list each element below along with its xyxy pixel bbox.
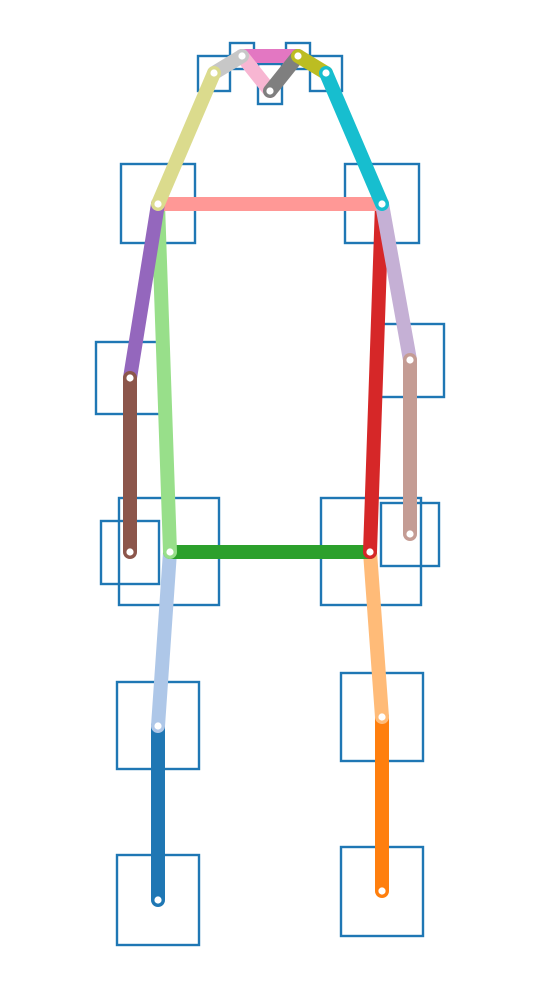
joint-left-ear: [322, 69, 330, 77]
keypoint-box-right-ear: [196, 54, 232, 93]
joint-right-elbow: [126, 374, 134, 382]
bone-left-knee-to-left-hip: [363, 545, 389, 724]
bone-right-ear-to-right-shoulder: [151, 66, 221, 211]
joint-left-eye: [294, 52, 302, 60]
joint-right-ankle: [154, 896, 162, 904]
bone-left-shoulder-to-left-hip: [363, 197, 389, 559]
joint-left-elbow: [406, 356, 414, 364]
bone-right-shoulder-to-right-elbow: [123, 197, 165, 385]
joint-right-ear: [210, 69, 218, 77]
bone-nose-to-left-eye: [263, 49, 305, 98]
keypoint-joints: [126, 52, 414, 904]
joint-left-knee: [378, 713, 386, 721]
joint-left-shoulder: [378, 200, 386, 208]
joint-nose: [266, 87, 274, 95]
bone-nose-to-right-eye: [235, 49, 277, 98]
keypoint-box-left-ear: [308, 54, 344, 93]
joint-right-eye: [238, 52, 246, 60]
bone-right-knee-to-right-hip: [151, 545, 177, 733]
joint-left-hip: [366, 548, 374, 556]
skeleton-bones: [123, 49, 417, 907]
joint-left-wrist: [406, 530, 414, 538]
joint-left-ankle: [378, 887, 386, 895]
bone-right-shoulder-to-right-hip: [151, 197, 177, 559]
keypoint-boxes: [94, 41, 446, 947]
joint-right-knee: [154, 722, 162, 730]
joint-right-hip: [166, 548, 174, 556]
bone-left-ear-to-left-shoulder: [319, 66, 389, 211]
joint-right-shoulder: [154, 200, 162, 208]
joint-right-wrist: [126, 548, 134, 556]
bone-left-shoulder-to-left-elbow: [375, 197, 417, 367]
